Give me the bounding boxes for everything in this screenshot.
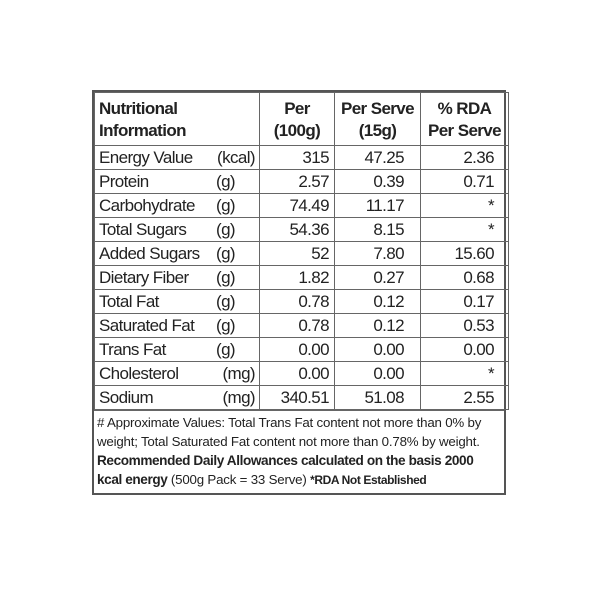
nutrient-name: Dietary Fiber (g) [94,265,260,290]
nutrient-name: Protein (g) [94,169,260,194]
nutrient-name: Carbohydrate (g) [94,193,260,218]
header-line: Per Serve [340,99,415,118]
table-row: Total Sugars (g) 54.36 8.15 * [94,217,509,242]
header-rda: % RDA Per Serve [420,92,509,146]
header-line: (100g) [273,121,321,140]
nutrient-name: Sodium (mg) [94,385,260,410]
rda-basis: Recommended Daily Allowances calculated … [97,453,474,487]
nutrient-name: Added Sugars (g) [94,241,260,266]
nutrient-label: Energy Value [99,148,193,167]
nutrient-unit: (g) [216,340,236,359]
header-line: Per Serve [427,121,502,140]
per-serve-value: 51.08 [334,385,421,410]
per-100g-value: 52 [259,241,335,266]
rda-value: * [420,361,509,386]
table-row: Carbohydrate (g) 74.49 11.17 * [94,193,509,218]
per-100g-value: 0.00 [259,361,335,386]
table-row: Protein (g) 2.57 0.39 0.71 [94,169,509,194]
header-nutritional-information: Nutritional Information [94,92,260,146]
rda-value: 0.17 [420,289,509,314]
per-100g-value: 54.36 [259,217,335,242]
nutrient-unit: (mg) [222,364,255,383]
nutrient-label: Sodium [99,388,154,407]
per-serve-value: 0.00 [334,361,421,386]
table-row: Energy Value (kcal) 315 47.25 2.36 [94,145,509,170]
per-100g-value: 1.82 [259,265,335,290]
table-row: Saturated Fat (g) 0.78 0.12 0.53 [94,313,509,338]
rda-value: * [420,217,509,242]
per-serve-value: 0.12 [334,313,421,338]
nutrient-label: Saturated Fat [99,316,195,335]
per-100g-value: 2.57 [259,169,335,194]
rda-not-established: *RDA Not Established [310,473,427,487]
per-serve-value: 47.25 [334,145,421,170]
nutrient-label: Total Sugars [99,220,187,239]
rda-value: 0.68 [420,265,509,290]
table-row: Total Fat (g) 0.78 0.12 0.17 [94,289,509,314]
nutrient-unit: (g) [216,292,236,311]
nutrient-label: Carbohydrate [99,196,195,215]
nutrient-label: Cholesterol [99,364,179,383]
rda-value: 2.36 [420,145,509,170]
nutrient-label: Dietary Fiber [99,268,189,287]
rda-value: 0.00 [420,337,509,362]
per-100g-value: 0.78 [259,289,335,314]
header-line: (15g) [358,121,397,140]
approx-note: # Approximate Values: Total Trans Fat co… [97,415,482,449]
header-line: % RDA [437,99,492,118]
header-per-serve: Per Serve (15g) [334,92,421,146]
rda-value: 0.71 [420,169,509,194]
per-100g-value: 0.00 [259,337,335,362]
header-line: Per [284,99,310,118]
footer-notes: # Approximate Values: Total Trans Fat co… [94,410,504,493]
nutrient-name: Energy Value (kcal) [94,145,260,170]
per-100g-value: 0.78 [259,313,335,338]
per-100g-value: 340.51 [259,385,335,410]
nutrient-label: Total Fat [99,292,159,311]
nutrition-table: Nutritional Information Per (100g) Per Ser… [92,90,509,495]
per-serve-value: 0.12 [334,289,421,314]
per-serve-value: 0.39 [334,169,421,194]
header-line: Information [99,121,187,140]
per-100g-value: 74.49 [259,193,335,218]
nutrient-unit: (g) [216,244,236,263]
table-row: Added Sugars (g) 52 7.80 15.60 [94,241,509,266]
header-row: Nutritional Information Per (100g) Per Ser… [94,92,509,146]
table-row: Cholesterol (mg) 0.00 0.00 * [94,361,509,386]
nutrient-unit: (g) [216,196,236,215]
nutrient-name: Saturated Fat (g) [94,313,260,338]
table-row: Sodium (mg) 340.51 51.08 2.55 [94,385,509,410]
table-row: Dietary Fiber (g) 1.82 0.27 0.68 [94,265,509,290]
nutrient-unit: (g) [216,220,236,239]
rda-value: 15.60 [420,241,509,266]
rda-value: 2.55 [420,385,509,410]
nutrient-unit: (g) [216,316,236,335]
header-per-100g: Per (100g) [259,92,335,146]
nutrient-unit: (kcal) [217,148,256,167]
per-serve-value: 7.80 [334,241,421,266]
per-serve-value: 0.00 [334,337,421,362]
header-line: Nutritional [99,99,178,118]
nutrient-unit: (g) [216,172,236,191]
rda-value: * [420,193,509,218]
nutrient-unit: (mg) [222,388,255,407]
nutrient-name: Total Fat (g) [94,289,260,314]
per-100g-value: 315 [259,145,335,170]
per-serve-value: 0.27 [334,265,421,290]
nutrient-label: Trans Fat [99,340,166,359]
nutrient-name: Cholesterol (mg) [94,361,260,386]
table-row: Trans Fat (g) 0.00 0.00 0.00 [94,337,509,362]
nutrient-label: Added Sugars [99,244,200,263]
pack-info: (500g Pack = 33 Serve) [170,472,307,487]
per-serve-value: 11.17 [334,193,421,218]
nutrient-name: Total Sugars (g) [94,217,260,242]
nutrient-label: Protein [99,172,149,191]
nutrient-unit: (g) [216,268,236,287]
nutrient-name: Trans Fat (g) [94,337,260,362]
per-serve-value: 8.15 [334,217,421,242]
rda-value: 0.53 [420,313,509,338]
